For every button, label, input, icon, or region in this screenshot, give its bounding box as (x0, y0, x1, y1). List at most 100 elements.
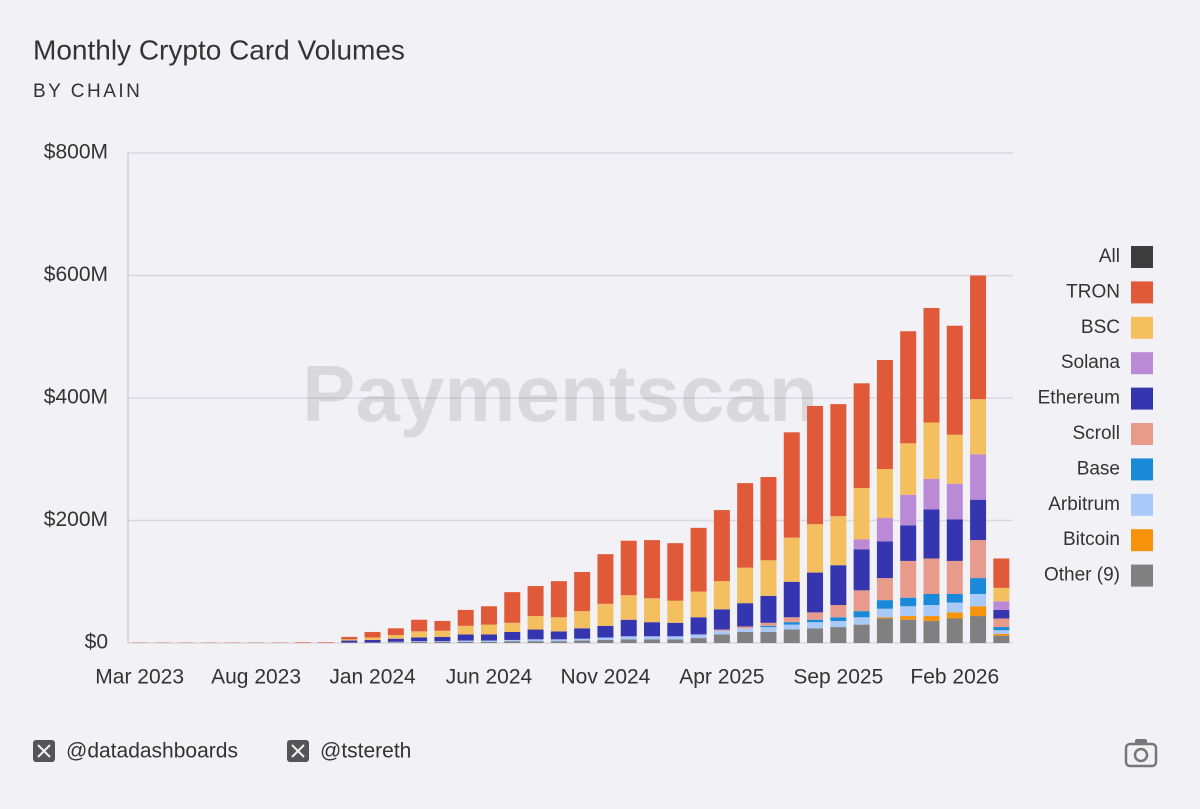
bar-segment (900, 597, 917, 607)
bar-segment (434, 641, 451, 643)
legend: All TRON BSC Solana Ethereum Scroll Base Arbitr… (1038, 246, 1153, 587)
bar-segment (783, 537, 800, 582)
camera-icon[interactable] (1124, 739, 1158, 768)
bar-segment (550, 617, 567, 632)
bar-segment (480, 640, 497, 642)
x-tick-label: Nov 2024 (560, 666, 650, 689)
legend-label: Other (9) (1044, 565, 1120, 586)
bar-segment (923, 478, 940, 510)
legend-item[interactable]: Solana (1061, 352, 1153, 375)
bar-segment (690, 638, 707, 643)
legend-item[interactable]: All (1099, 246, 1153, 268)
bar-segment (760, 477, 777, 561)
bar-segment (970, 454, 987, 500)
legend-label: Scroll (1072, 423, 1120, 444)
bar-segment (970, 540, 987, 579)
legend-label: All (1099, 246, 1120, 267)
bar-segment (480, 641, 497, 643)
bar-segment (504, 592, 521, 623)
bar-segment (923, 307, 940, 423)
bar-segment (853, 549, 870, 591)
bar-segment (876, 608, 893, 618)
bar-segment (783, 617, 800, 623)
bar-segment (830, 617, 847, 621)
bar-segment (620, 639, 637, 643)
legend-label: Arbitrum (1048, 494, 1120, 515)
watermark: Paymentscan (302, 349, 818, 438)
legend-item[interactable]: Base (1077, 458, 1153, 481)
bar-segment (317, 642, 334, 643)
bar-segment (504, 641, 521, 643)
bar-segment (690, 527, 707, 592)
bar-segment (993, 558, 1010, 588)
legend-swatch (1131, 423, 1153, 445)
bar-segment (504, 622, 521, 632)
bar-segment (783, 622, 800, 625)
bar-segment (457, 640, 474, 642)
bar-segment (480, 606, 497, 625)
bar-segment (667, 600, 684, 623)
legend-item[interactable]: BSC (1081, 316, 1153, 339)
bar-segment (341, 636, 358, 640)
legend-swatch (1131, 493, 1153, 516)
bar-segment (644, 639, 661, 643)
bar-segment (853, 590, 870, 612)
bar-segment (900, 331, 917, 444)
bar-segment (923, 594, 940, 606)
legend-item[interactable]: Scroll (1072, 423, 1153, 445)
legend-item[interactable]: Arbitrum (1048, 493, 1153, 516)
x-tick-label: Aug 2023 (211, 666, 301, 689)
bar-segment (667, 622, 684, 637)
handle[interactable]: @tstereth (320, 740, 411, 763)
x-tick-label: Mar 2023 (95, 666, 184, 689)
bar-segment (457, 625, 474, 635)
bar-segment (364, 639, 381, 643)
bar-segment (690, 617, 707, 635)
bar-segment (923, 605, 940, 617)
bar-segment (946, 434, 963, 484)
x-tick-label: Feb 2026 (910, 666, 999, 689)
bar-segment (527, 641, 544, 643)
bar-segment (713, 634, 730, 643)
legend-item[interactable]: Ethereum (1038, 387, 1153, 410)
bar-segment (900, 494, 917, 526)
bar-segment (690, 634, 707, 639)
bar-segment (457, 634, 474, 641)
bar-segment (830, 627, 847, 643)
bar-segment (760, 622, 777, 626)
bar-segment (620, 636, 637, 640)
legend-item[interactable]: Bitcoin (1063, 529, 1153, 552)
legend-swatch (1131, 458, 1153, 481)
bar-segment (900, 606, 917, 617)
bar-segment (807, 524, 824, 573)
bar-segment (876, 600, 893, 609)
legend-item[interactable]: TRON (1066, 281, 1153, 304)
bar-segment (993, 609, 1010, 619)
bar-segment (737, 626, 754, 629)
legend-swatch (1131, 387, 1153, 410)
bar-segment (760, 627, 777, 632)
x-icon-glyph (291, 744, 305, 758)
bar-segment (970, 499, 987, 541)
bar-segment (480, 634, 497, 641)
bar-segment (783, 629, 800, 643)
bar-segment (900, 616, 917, 620)
bar-segment (387, 638, 404, 642)
bar-segment (737, 631, 754, 643)
legend-label: Ethereum (1038, 388, 1120, 409)
x-tick-label: Jan 2024 (329, 666, 416, 689)
bar-segment (946, 325, 963, 435)
handle[interactable]: @datadashboards (66, 740, 238, 763)
bar-segment (830, 605, 847, 618)
bar-segment (900, 560, 917, 598)
bar-segment (876, 617, 893, 619)
bar-segment (900, 619, 917, 643)
y-tick-label: $800M (44, 141, 108, 164)
legend-item[interactable]: Other (9) (1044, 564, 1153, 587)
bar-segment (807, 612, 824, 620)
y-tick-label: $0 (85, 631, 108, 654)
bar-segment (597, 603, 614, 626)
y-tick-label: $200M (44, 508, 108, 531)
bar-segment (737, 483, 754, 568)
bar-segment (900, 525, 917, 561)
